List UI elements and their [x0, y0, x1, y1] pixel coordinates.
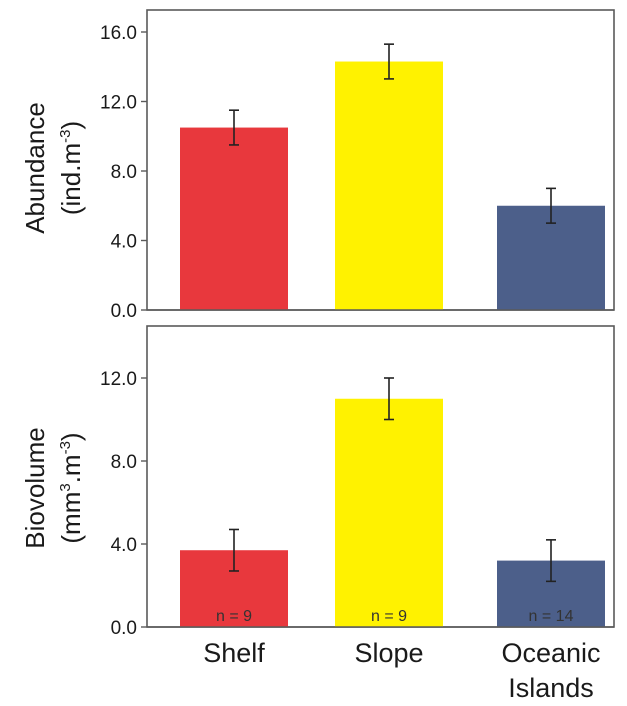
biovolume-y-axis-title: Biovolume	[20, 427, 50, 548]
abundance-bar-shelf	[180, 127, 288, 310]
abundance-y-tick-label: 8.0	[111, 162, 137, 183]
biovolume-bars: n = 9 n = 9 n = 14	[147, 377, 614, 628]
x-axis-categories: Shelf Slope Oceanic Islands	[203, 638, 600, 703]
x-label-oceanic-islands-line2: Islands	[508, 673, 594, 703]
biovolume-y-tick-label: 8.0	[111, 452, 137, 473]
abundance-y-tick-label: 16.0	[100, 23, 137, 44]
abundance-y-tick-label: 12.0	[100, 93, 137, 114]
abundance-y-axis-title: Abundance	[20, 102, 50, 234]
biovolume-bar-slope	[335, 398, 443, 627]
biovolume-y-tick-label: 0.0	[111, 618, 137, 639]
abundance-y-tick-label: 4.0	[111, 232, 137, 253]
abundance-bar-slope	[335, 61, 443, 310]
abundance-y-axis-unit: (ind.m-3)	[56, 121, 86, 215]
biovolume-sample-size-label: n = 14	[529, 608, 574, 625]
biovolume-panel: 0.0 4.0 8.0 12.0 n = 9 n = 9 n = 14 Biovolume…	[20, 325, 615, 639]
biovolume-y-axis-unit: (mm3.m-3)	[56, 432, 86, 543]
x-label-oceanic-islands-line1: Oceanic	[501, 638, 600, 668]
biovolume-y-tick-label: 12.0	[100, 369, 137, 390]
abundance-bars	[147, 43, 614, 311]
abundance-y-tick-label: 0.0	[111, 301, 137, 322]
x-label-shelf: Shelf	[203, 638, 265, 668]
biovolume-sample-size-label: n = 9	[371, 608, 407, 625]
abundance-y-axis: 0.0 4.0 8.0 12.0 16.0	[100, 23, 147, 322]
x-label-slope: Slope	[354, 638, 423, 668]
biovolume-y-tick-label: 4.0	[111, 535, 137, 556]
abundance-panel: 0.0 4.0 8.0 12.0 16.0 Abundance (ind.m-3)	[20, 9, 615, 322]
biovolume-sample-size-label: n = 9	[216, 608, 252, 625]
biovolume-y-axis: 0.0 4.0 8.0 12.0	[100, 369, 147, 639]
